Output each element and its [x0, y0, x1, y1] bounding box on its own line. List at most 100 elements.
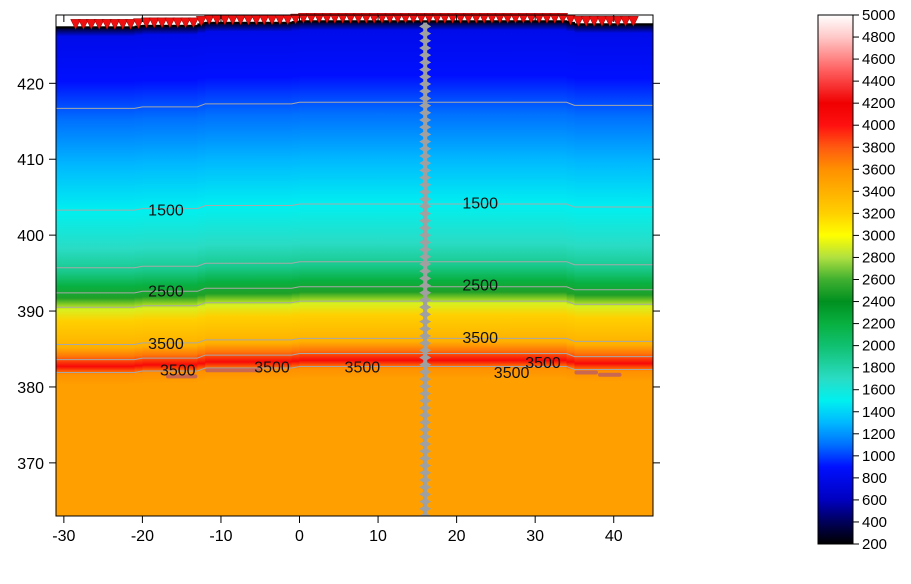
colorbar-tick-label: 2000 [862, 338, 895, 355]
surface-sensor [117, 19, 129, 30]
colorbar-bar [817, 14, 854, 545]
borehole-sensor [419, 505, 432, 513]
surface-sensor [423, 13, 435, 24]
surface-sensor [337, 13, 349, 24]
x-tick-label: 0 [295, 528, 304, 545]
surface-sensor [596, 16, 608, 27]
colorbar-tick-label: 5000 [862, 7, 895, 24]
surface-sensor [78, 19, 89, 30]
borehole-sensor [419, 109, 432, 117]
surface-sensor [290, 13, 301, 25]
contour-label: 1500 [462, 195, 498, 212]
surface-sensor [329, 13, 341, 24]
surface-sensor [360, 13, 372, 24]
surface-sensor [93, 19, 105, 30]
surface-sensor [525, 13, 537, 24]
surface-sensor [408, 13, 419, 24]
surface-sensor [400, 13, 411, 24]
surface-sensor [510, 13, 521, 24]
surface-sensor [172, 17, 184, 29]
surface-sensor [431, 13, 443, 24]
borehole-sensor [419, 346, 432, 354]
borehole-sensor [419, 375, 432, 383]
surface-sensor [557, 13, 569, 24]
borehole-sensor [419, 195, 432, 203]
low-velocity-pockets [165, 368, 622, 379]
surface-sensor [148, 17, 160, 29]
contour-label: 2500 [462, 277, 498, 294]
borehole-sensor [419, 296, 432, 304]
surface-sensor [415, 13, 427, 24]
surface-sensors [70, 13, 639, 30]
surface-sensor [156, 17, 168, 29]
colorbar-tick-label: 200 [862, 536, 887, 553]
borehole-sensor [419, 353, 432, 362]
borehole-sensor [419, 245, 432, 254]
contour-label: 3500 [494, 365, 530, 382]
borehole-sensor [419, 454, 432, 462]
surface-sensor [541, 13, 553, 24]
field-block [205, 21, 293, 516]
borehole-sensor [419, 325, 432, 333]
borehole-sensor [419, 404, 432, 412]
field-block [291, 21, 301, 516]
surface-sensor [70, 19, 82, 30]
borehole-sensor [419, 87, 432, 95]
colorbar-tick-label: 1600 [862, 382, 895, 399]
surface-sensor [298, 13, 309, 24]
borehole-sensor [419, 497, 432, 506]
borehole-sensor [419, 289, 432, 297]
surface-sensor [462, 13, 474, 24]
colorbar-tick-label: 1400 [862, 404, 895, 421]
surface-sensor [588, 16, 600, 27]
borehole-sensor [419, 512, 432, 516]
colorbar-tick-label: 3800 [862, 139, 895, 156]
borehole-sensor [419, 224, 432, 232]
y-tick-label: 370 [17, 456, 44, 473]
borehole-sensor [419, 332, 432, 340]
x-tick-label: 20 [448, 528, 466, 545]
surface-sensor [517, 13, 529, 24]
surface-sensor [353, 13, 364, 24]
field-block [134, 25, 144, 516]
surface-sensor [305, 13, 317, 24]
contour-label: 3500 [345, 359, 381, 376]
y-tick-label: 410 [17, 152, 44, 169]
borehole-sensor [419, 425, 432, 434]
borehole-sensor [419, 447, 432, 455]
surface-sensor [384, 13, 396, 24]
borehole-sensor [419, 130, 432, 138]
field-block [142, 24, 198, 516]
borehole-sensor [419, 94, 432, 102]
contour-iso-e [56, 300, 653, 308]
colorbar-tick-label: 1200 [862, 426, 895, 443]
surface-sensor [580, 16, 592, 27]
borehole-sensor [419, 159, 432, 167]
surface-sensor [376, 13, 388, 24]
surface-sensor [392, 13, 404, 24]
field-block [197, 23, 206, 516]
borehole-sensor [419, 527, 431, 534]
surface-sensor [133, 18, 144, 30]
borehole-sensor [419, 397, 432, 405]
borehole-sensor [419, 22, 432, 30]
surface-sensor [620, 16, 631, 27]
borehole-sensor [419, 101, 432, 110]
surface-sensor [164, 17, 176, 29]
borehole-sensor [419, 173, 432, 182]
borehole-sensor [419, 166, 432, 174]
borehole-sensor [419, 418, 432, 426]
surface-sensor [345, 13, 356, 24]
surface-sensor [604, 16, 616, 27]
borehole-sensors [419, 22, 432, 534]
contour-label: 3500 [160, 362, 196, 379]
borehole-sensor [419, 303, 432, 311]
x-tick-label: 10 [369, 528, 387, 545]
surface-sensor [101, 19, 113, 30]
borehole-sensor [419, 368, 432, 376]
surface-sensor [439, 13, 451, 24]
contour-iso-c [56, 261, 653, 269]
velocity-field [56, 15, 653, 516]
